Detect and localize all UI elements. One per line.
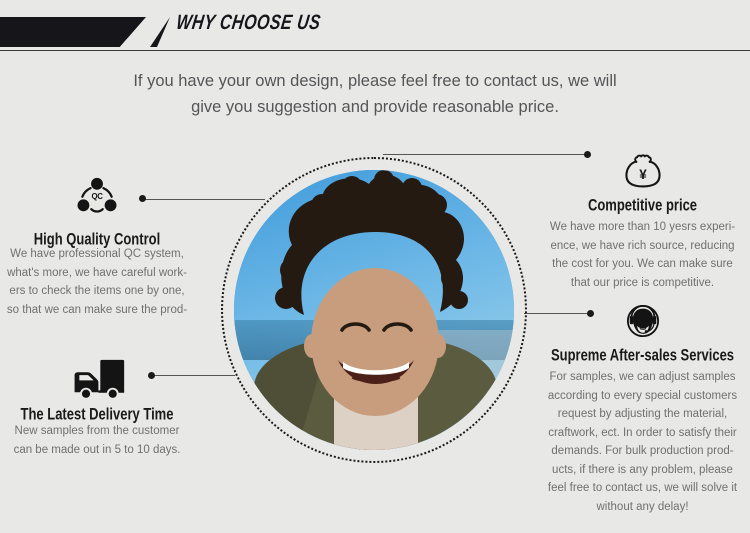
svg-text:QC: QC — [91, 192, 103, 201]
svg-text:¥: ¥ — [639, 167, 647, 182]
